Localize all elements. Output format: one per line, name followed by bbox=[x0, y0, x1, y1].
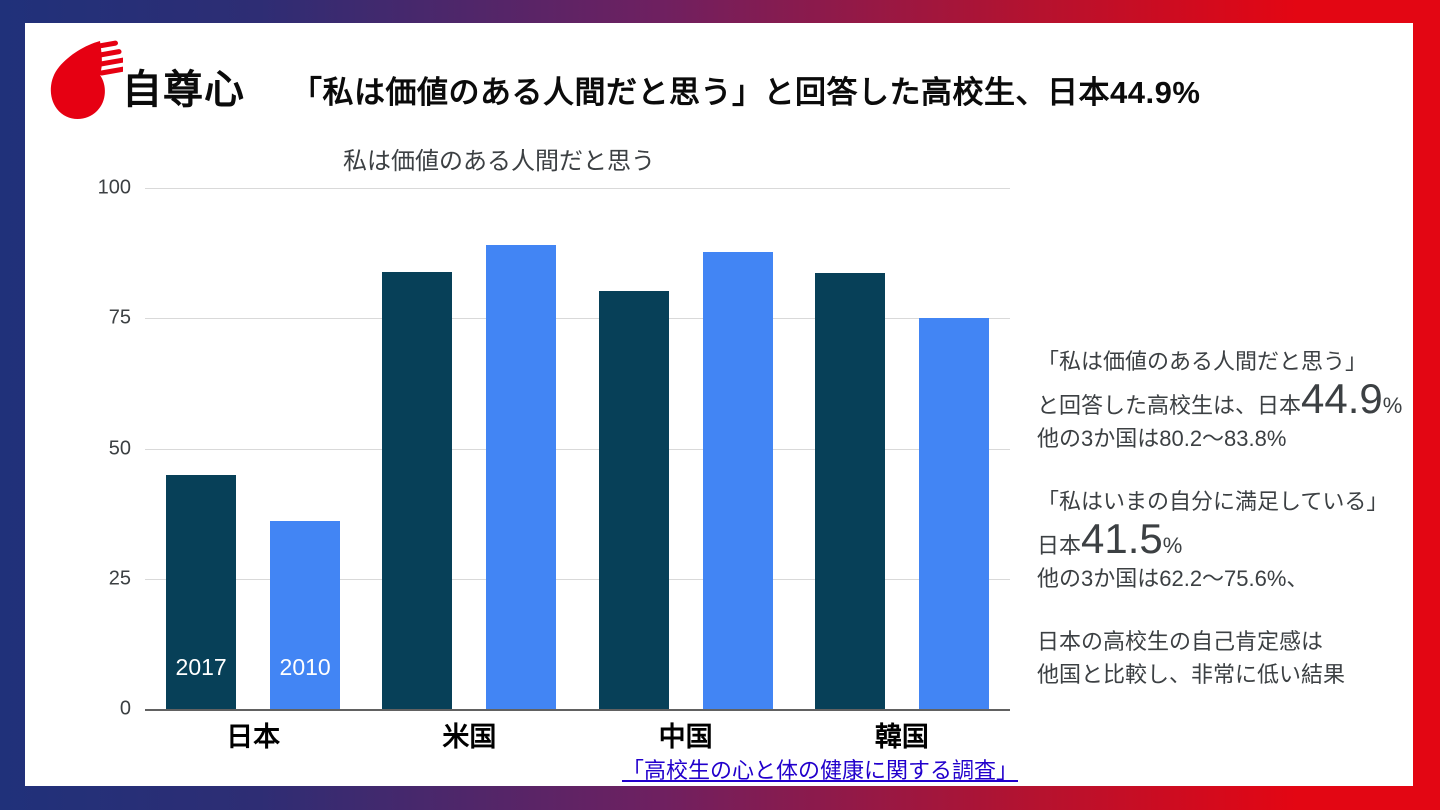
note-paragraph-3: 日本の高校生の自己肯定感は 他国と比較し、非常に低い結果 bbox=[1037, 629, 1346, 687]
series-year-label: 2010 bbox=[279, 654, 331, 680]
bar-2010-日本: 2010 bbox=[270, 520, 341, 709]
title-statement: 「私は価値のある人間だと思う」と回答した高校生、日本44.9% bbox=[291, 75, 1201, 110]
bar-2017-米国 bbox=[382, 272, 453, 709]
y-axis-tick-label: 25 bbox=[108, 567, 131, 590]
source-citation: 「高校生の心と体の健康に関する調査」 bbox=[345, 753, 1295, 785]
slide-canvas: 自尊心 「私は価値のある人間だと思う」と回答した高校生、日本44.9% 私は価値の… bbox=[25, 23, 1413, 786]
bar-2017-日本: 2017 bbox=[166, 475, 237, 709]
y-axis-tick-label: 75 bbox=[108, 306, 131, 329]
note-paragraph-1: 「私は価値のある人間だと思う」 と回答した高校生は、日本44.9% 他の3か国は… bbox=[1037, 349, 1403, 451]
x-axis-label-米国: 米国 bbox=[442, 722, 497, 752]
note-paragraph-2: 「私はいまの自分に満足している」 日本41.5% 他の3か国は62.2〜75.6… bbox=[1037, 489, 1389, 591]
gridline bbox=[145, 318, 1010, 320]
bar-2010-韓国 bbox=[918, 317, 989, 709]
x-axis-line bbox=[145, 709, 1010, 711]
slide-header: 自尊心 「私は価値のある人間だと思う」と回答した高校生、日本44.9% bbox=[25, 23, 1413, 143]
gridline bbox=[145, 188, 1010, 189]
chart-title: 私は価値のある人間だと思う bbox=[343, 148, 655, 175]
gridline bbox=[145, 448, 1010, 450]
japan-2017-value: 44.9 bbox=[1301, 375, 1383, 422]
japan-satisfaction-value: 41.5 bbox=[1081, 515, 1163, 562]
y-axis-tick-label: 0 bbox=[119, 697, 131, 720]
bar-2010-中国 bbox=[702, 252, 773, 709]
page-title: 自尊心 「私は価値のある人間だと思う」と回答した高校生、日本44.9% bbox=[122, 57, 1200, 115]
bar-2010-米国 bbox=[486, 244, 557, 709]
x-axis-label-中国: 中国 bbox=[658, 722, 713, 752]
gridline bbox=[145, 578, 1010, 580]
source-link[interactable]: 「高校生の心と体の健康に関する調査」 bbox=[621, 758, 1018, 783]
chart-plot: 0 25 50 75 100 2017 2010 日本 米国 中国 韓国 bbox=[98, 177, 1010, 752]
bar-2017-中国 bbox=[598, 291, 669, 709]
x-axis-label-韓国: 韓国 bbox=[874, 722, 929, 752]
x-axis-label-日本: 日本 bbox=[226, 722, 281, 752]
summary-notes: 「私は価値のある人間だと思う」 と回答した高校生は、日本44.9% 他の3か国は… bbox=[1037, 345, 1409, 721]
series-year-label: 2017 bbox=[175, 654, 227, 680]
title-topic: 自尊心 bbox=[122, 68, 245, 112]
bar-2017-韓国 bbox=[814, 272, 885, 709]
red-drop-logo-icon bbox=[50, 40, 123, 120]
y-axis-tick-label: 100 bbox=[97, 176, 131, 199]
y-axis-tick-label: 50 bbox=[108, 437, 131, 459]
